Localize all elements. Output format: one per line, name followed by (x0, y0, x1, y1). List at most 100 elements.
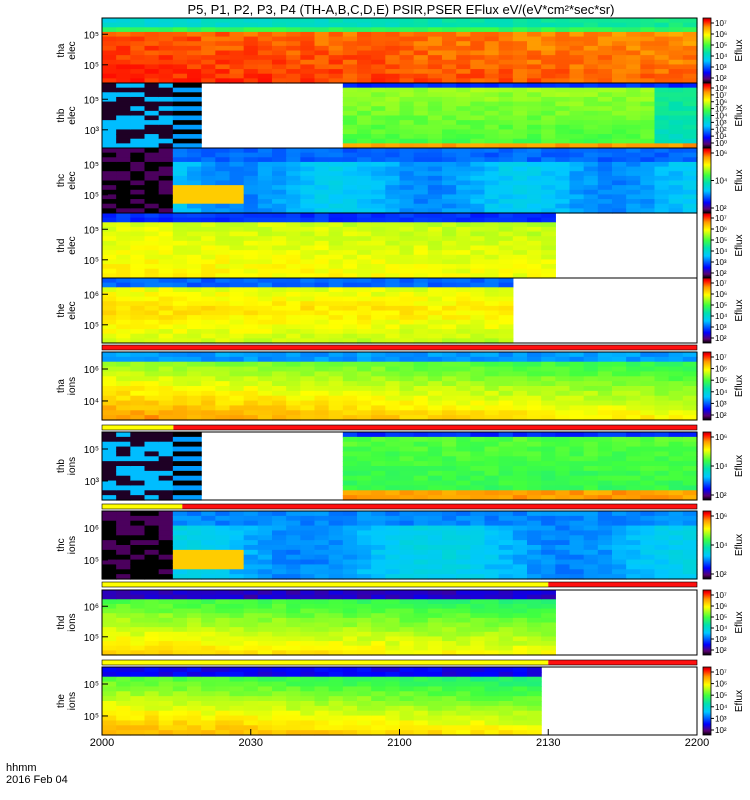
heatmap-cell (569, 366, 585, 373)
heatmap-cell (257, 161, 273, 168)
heatmap-cell (215, 617, 231, 624)
heatmap-cell (172, 650, 188, 656)
heatmap-cell (456, 273, 471, 279)
heatmap-cell (484, 535, 500, 541)
heatmap-cell (144, 681, 160, 688)
heatmap-cell (555, 559, 571, 566)
heatmap-cell (541, 134, 556, 140)
heatmap-cell (243, 701, 259, 707)
heatmap-cell (470, 324, 486, 330)
heatmap-cell (116, 315, 131, 321)
heatmap-cell (229, 515, 245, 522)
heatmap-cell (342, 59, 358, 66)
heatmap-cell (328, 180, 344, 186)
heatmap-cell (116, 59, 131, 66)
heatmap-cell (399, 27, 415, 33)
heatmap-cell (512, 371, 528, 377)
heatmap-cell (442, 124, 457, 131)
heatmap-cell (399, 515, 415, 522)
colorbar-tick-label: 10⁴ (715, 388, 728, 397)
heatmap-cell (257, 268, 273, 274)
heatmap-cell (300, 686, 316, 692)
heatmap-cell (456, 495, 471, 501)
heatmap-cell (541, 120, 556, 126)
heatmap-cell (512, 83, 528, 89)
heatmap-cell (541, 115, 556, 121)
heatmap-cell (456, 208, 471, 214)
heatmap-cell (102, 175, 117, 182)
heatmap-cell (116, 681, 131, 688)
heatmap-cell (626, 405, 641, 411)
heatmap-cell (527, 603, 542, 610)
heatmap-cell (116, 686, 131, 692)
heatmap-cell (484, 22, 500, 28)
heatmap-cell (215, 701, 231, 707)
heatmap-cell (498, 59, 514, 66)
heatmap-cell (399, 87, 415, 93)
heatmap-cell (612, 69, 627, 75)
heatmap-cell (640, 203, 656, 209)
heatmap-cell (187, 18, 202, 24)
heatmap-cell (385, 480, 401, 487)
heatmap-cell (215, 613, 231, 619)
heatmap-cell (286, 27, 301, 33)
heatmap-cell (130, 106, 146, 112)
colorbar-tick-label: 10⁴ (715, 624, 728, 633)
heatmap-cell (654, 106, 670, 112)
heatmap-cell (257, 194, 273, 200)
heatmap-cell (583, 143, 599, 149)
heatmap-cell (399, 55, 415, 61)
heatmap-cell (257, 366, 273, 373)
heatmap-cell (328, 381, 344, 387)
heatmap-cell (215, 55, 231, 61)
heatmap-cell (342, 456, 358, 462)
heatmap-cell (130, 73, 146, 79)
heatmap-cell (626, 540, 641, 546)
heatmap-cell (172, 691, 188, 697)
heatmap-cell (498, 245, 514, 251)
heatmap-cell (243, 705, 259, 712)
heatmap-cell (342, 259, 358, 265)
heatmap-cell (102, 236, 117, 242)
heatmap-cell (314, 194, 330, 200)
heatmap-cell (371, 161, 386, 168)
heatmap-cell (484, 436, 500, 443)
heatmap-cell (357, 333, 372, 339)
heatmap-cell (201, 333, 216, 339)
heatmap-cell (512, 59, 528, 66)
heatmap-cell (527, 134, 542, 140)
y-tick-label: 10⁵ (84, 225, 99, 236)
heatmap-cell (371, 148, 386, 154)
heatmap-cell (342, 381, 358, 387)
heatmap-cell (102, 301, 117, 307)
heatmap-cell (243, 31, 259, 38)
heatmap-cell (158, 594, 174, 600)
heatmap-cell (342, 671, 358, 678)
heatmap-cell (300, 319, 316, 326)
heatmap-cell (342, 152, 358, 158)
heatmap-cell (300, 569, 316, 575)
heatmap-cell (116, 55, 131, 61)
heatmap-cell (682, 376, 698, 382)
heatmap-cell (357, 599, 372, 605)
heatmap-cell (427, 559, 443, 566)
heatmap-cell (654, 405, 670, 411)
heatmap-cell (470, 22, 486, 28)
heatmap-cell (342, 171, 358, 177)
heatmap-cell (512, 50, 528, 56)
heatmap-cell (130, 55, 146, 61)
heatmap-cell (399, 436, 415, 443)
heatmap-cell (527, 157, 542, 163)
heatmap-cell (215, 273, 231, 279)
heatmap-cell (413, 213, 429, 219)
heatmap-cell (158, 710, 174, 717)
heatmap-cell (342, 371, 358, 377)
heatmap-cell (158, 41, 174, 47)
heatmap-cell (357, 264, 372, 270)
heatmap-cell (116, 134, 131, 140)
heatmap-cell (484, 180, 500, 186)
heatmap-cell (342, 574, 358, 580)
heatmap-cell (158, 466, 174, 472)
heatmap-cell (187, 650, 202, 656)
heatmap-cell (442, 22, 457, 28)
